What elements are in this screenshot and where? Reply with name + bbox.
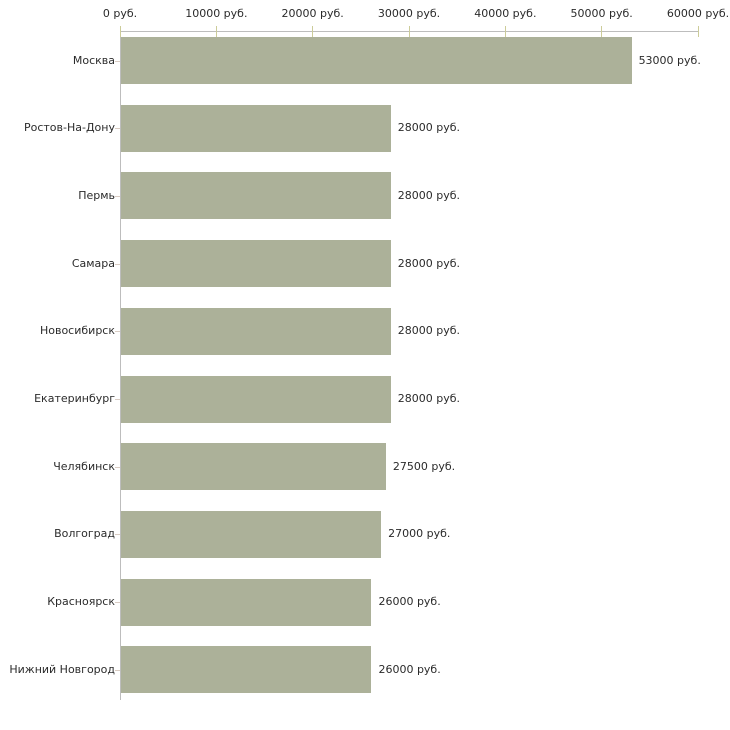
x-axis-tick-label: 0 руб. <box>102 7 138 20</box>
value-label: 27500 руб. <box>392 459 456 473</box>
category-label: Екатеринбург <box>34 392 115 405</box>
y-axis-tick-mark <box>115 466 120 468</box>
bar <box>121 37 632 84</box>
x-axis-line <box>120 31 699 32</box>
x-axis-tick-mark <box>697 26 699 37</box>
x-axis-tick-mark <box>408 26 410 37</box>
bar <box>121 104 391 152</box>
category-label: Волгоград <box>54 527 115 541</box>
x-axis-tick-label: 50000 руб. <box>570 7 633 20</box>
bar <box>121 646 372 694</box>
x-axis-tick-label: 40000 руб. <box>474 7 537 20</box>
y-axis-tick-mark <box>115 669 120 671</box>
y-axis-tick-mark <box>115 263 120 265</box>
value-label: 26000 руб. <box>378 595 441 609</box>
value-label: 28000 руб. <box>397 392 460 405</box>
y-axis-tick-mark <box>115 60 120 62</box>
value-label: 27000 руб. <box>388 527 451 541</box>
y-axis-tick-mark <box>115 128 120 130</box>
y-axis-tick-mark <box>115 534 120 536</box>
y-axis-line <box>120 31 121 700</box>
category-label: Самара <box>71 256 115 270</box>
bar <box>121 240 391 288</box>
x-axis-tick-label: 60000 руб. <box>666 7 730 20</box>
value-label: 28000 руб. <box>397 121 460 135</box>
value-label: 26000 руб. <box>378 662 441 676</box>
x-axis-tick-mark <box>215 26 217 37</box>
bar <box>121 307 391 355</box>
x-axis-tick-label: 10000 руб. <box>185 7 248 20</box>
bar <box>121 375 391 423</box>
x-axis-tick-mark <box>601 26 603 37</box>
category-label: Красноярск <box>47 595 115 609</box>
category-label: Ростов-На-Дону <box>23 121 115 135</box>
category-label: Новосибирск <box>39 324 115 338</box>
category-label: Пермь <box>78 188 115 202</box>
y-axis-tick-mark <box>115 602 120 604</box>
value-label: 53000 руб. <box>638 53 701 67</box>
x-axis-tick-mark <box>312 26 314 37</box>
category-label: Челябинск <box>53 459 115 473</box>
bar <box>121 172 391 220</box>
x-axis-tick-mark <box>504 26 506 37</box>
bar <box>121 510 382 558</box>
x-axis-tick-label: 30000 руб. <box>377 7 441 20</box>
value-label: 28000 руб. <box>397 256 460 270</box>
y-axis-tick-mark <box>115 331 120 333</box>
y-axis-tick-mark <box>115 195 120 197</box>
value-label: 28000 руб. <box>397 324 460 338</box>
x-axis-tick-label: 20000 руб. <box>281 7 344 20</box>
category-label: Нижний Новгород <box>9 662 115 676</box>
bar <box>121 443 386 491</box>
value-label: 28000 руб. <box>397 188 460 202</box>
category-label: Москва <box>72 53 115 67</box>
x-axis-tick-mark <box>119 26 121 37</box>
bar <box>121 578 372 626</box>
y-axis-tick-mark <box>115 399 120 400</box>
